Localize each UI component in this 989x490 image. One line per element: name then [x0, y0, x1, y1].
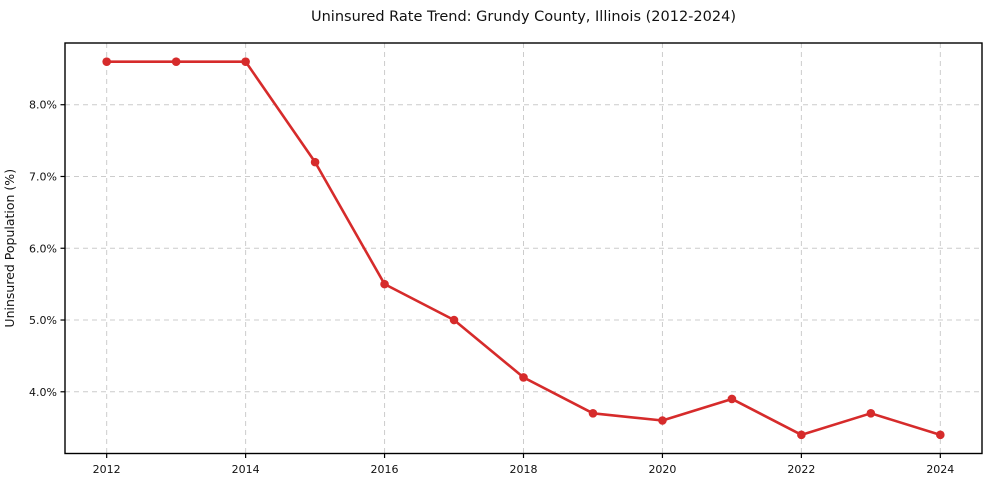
y-axis-label: Uninsured Population (%) [2, 169, 17, 328]
x-tick-label: 2024 [926, 463, 954, 476]
data-point [310, 157, 320, 167]
data-series [102, 57, 945, 440]
plot-border [64, 42, 983, 455]
y-tick-label: 6.0% [29, 242, 57, 255]
x-tick-labels: 2012 2014 2016 2018 2020 2022 2024 [93, 463, 955, 476]
data-point [171, 57, 181, 66]
y-tick-label: 8.0% [29, 99, 57, 112]
chart-title: Uninsured Rate Trend: Grundy County, Ill… [311, 9, 736, 25]
x-tick-label: 2022 [787, 463, 815, 476]
y-tick-label: 7.0% [29, 170, 57, 183]
data-point [519, 373, 528, 382]
axes-frame [64, 42, 983, 455]
x-tick-label: 2016 [371, 463, 399, 476]
data-point [866, 409, 876, 418]
data-point [380, 279, 389, 289]
y-tick-labels: 4.0% 5.0% 6.0% 7.0% 8.0% [29, 99, 57, 399]
y-tick-label: 5.0% [29, 314, 57, 327]
data-point [727, 394, 737, 404]
y-tick-label: 4.0% [29, 386, 57, 399]
data-point [588, 409, 598, 418]
data-point [658, 416, 667, 425]
data-point [797, 430, 806, 440]
gridlines [65, 43, 982, 454]
tick-marks [60, 104, 941, 458]
data-point [102, 57, 111, 66]
x-tick-label: 2020 [648, 463, 676, 476]
x-tick-label: 2018 [510, 463, 538, 476]
data-point [241, 57, 250, 66]
x-tick-label: 2012 [93, 463, 121, 476]
x-tick-label: 2014 [232, 463, 260, 476]
data-point [936, 430, 945, 440]
data-point [449, 315, 459, 325]
